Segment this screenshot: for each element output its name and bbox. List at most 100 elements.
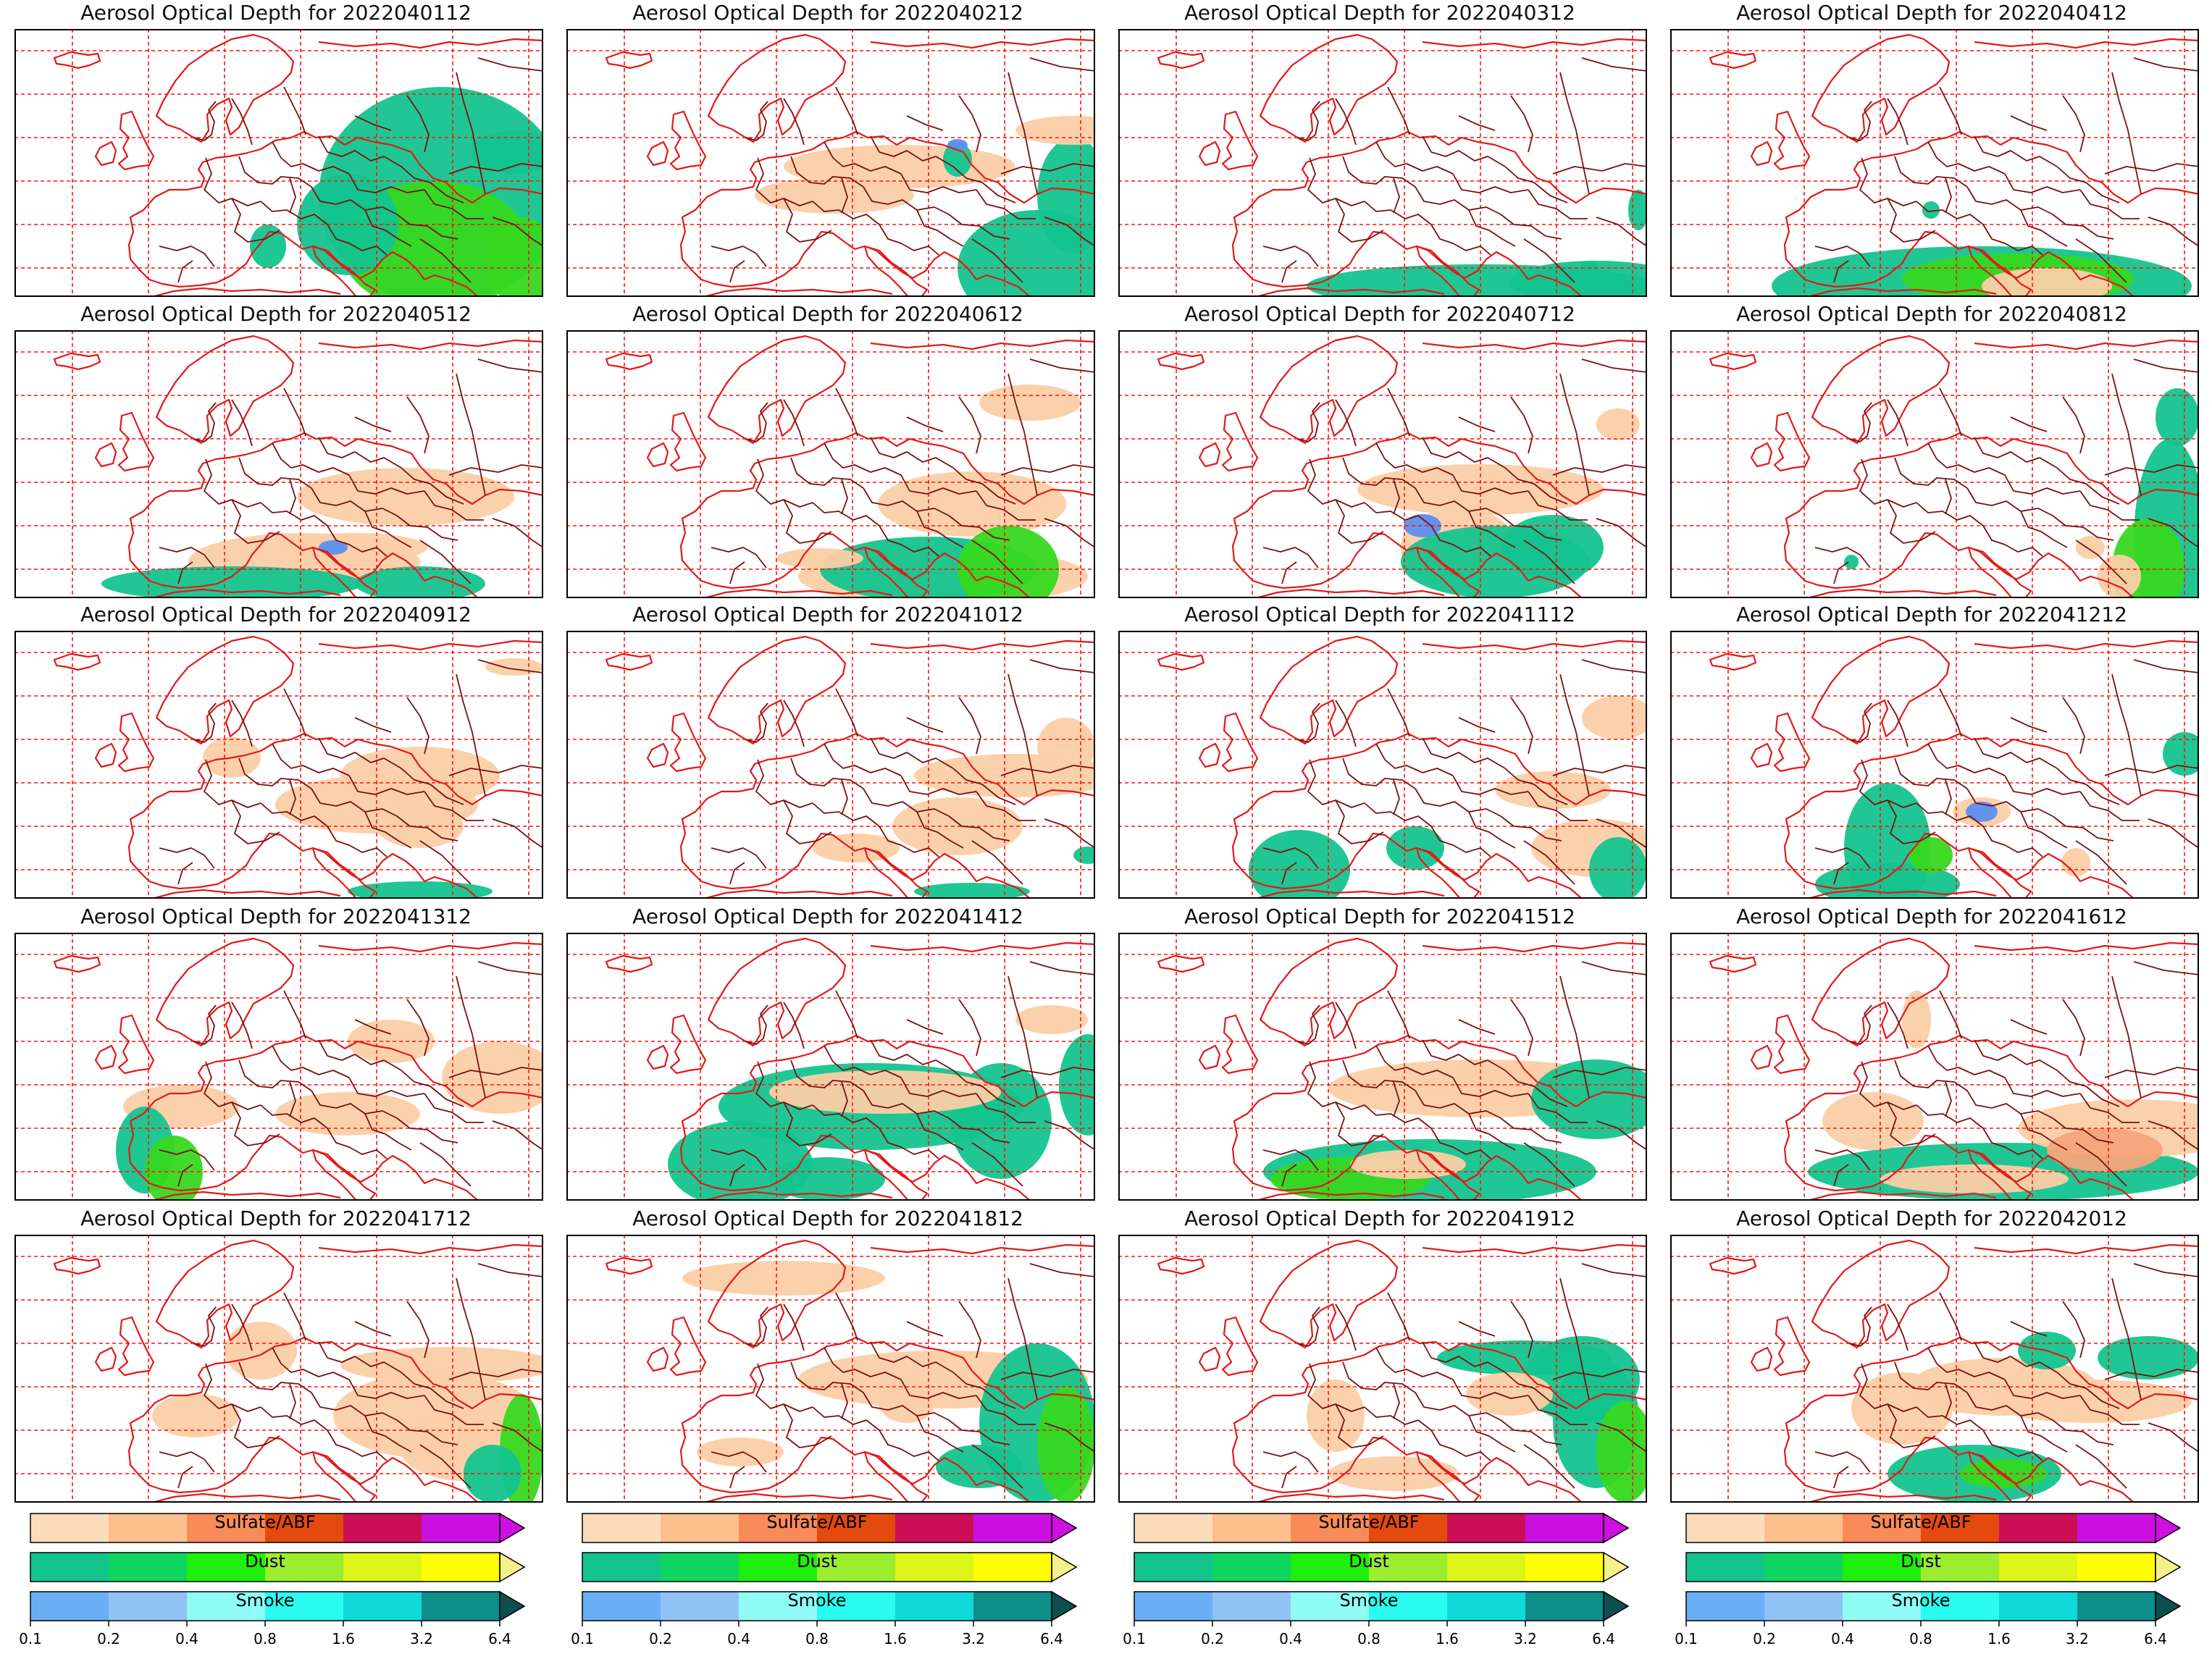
panel-title: Aerosol Optical Depth for 2022040312: [1184, 1, 1575, 25]
country-border: [1281, 862, 1297, 885]
coastline: [870, 639, 1095, 651]
country-border: [1966, 1090, 2053, 1119]
country-border: [1887, 198, 1936, 243]
country-border: [231, 700, 253, 747]
country-border: [364, 811, 412, 849]
country-border: [1939, 1292, 1962, 1341]
country-border: [976, 1395, 1036, 1425]
sulfate-swatch: [973, 1514, 1052, 1542]
country-border: [1000, 765, 1095, 776]
sulfate-label: Sulfate/ABF: [1870, 1512, 1971, 1532]
tick-label: 3.2: [2066, 1630, 2089, 1647]
country-border: [456, 72, 486, 195]
dust-swatch: [30, 1553, 109, 1582]
country-border: [311, 1392, 398, 1421]
coastline: [311, 546, 377, 598]
country-border: [1335, 1403, 1384, 1448]
country-border: [424, 490, 484, 521]
aod-panel: Aerosol Optical Depth for 2022040912: [0, 602, 552, 906]
country-border: [401, 166, 464, 203]
aerosol-plume: [813, 834, 900, 862]
smoke-swatch: [187, 1592, 266, 1621]
aod-panel: Aerosol Optical Depth for 2022041212: [1656, 602, 2208, 906]
sulfate-extend-arrow: [1603, 1512, 1630, 1544]
country-border: [456, 1277, 486, 1401]
country-border: [906, 115, 944, 131]
country-border: [1510, 1301, 1533, 1359]
country-border: [1029, 1263, 1095, 1277]
country-border: [1982, 224, 2043, 256]
coastline: [1709, 652, 1757, 671]
country-border: [231, 1101, 280, 1146]
coastline: [1422, 1243, 1647, 1255]
country-border: [1916, 1406, 1984, 1431]
country-border: [283, 387, 306, 437]
country-border: [401, 1070, 464, 1107]
country-border: [1945, 479, 1952, 515]
country-border: [1559, 673, 1590, 797]
country-border: [1523, 1142, 1575, 1187]
panel-title: Aerosol Optical Depth for 2022041912: [1184, 1206, 1575, 1230]
country-border: [863, 1090, 950, 1119]
country-border: [1528, 791, 1588, 821]
country-border: [1849, 1004, 1872, 1045]
country-border: [952, 768, 1016, 805]
country-border: [863, 1392, 950, 1421]
country-border: [260, 802, 328, 827]
coastline: [1974, 339, 2199, 350]
coastline: [151, 588, 341, 598]
country-border: [1364, 502, 1432, 526]
aerosol-plume: [1466, 1372, 1553, 1416]
country-border: [976, 490, 1036, 521]
dust-swatch: [739, 1553, 818, 1582]
smoke-swatch: [1212, 1592, 1291, 1621]
country-border: [1044, 518, 1095, 548]
country-border: [1833, 862, 1849, 885]
tick-label: 0.8: [1909, 1630, 1932, 1647]
coastline: [318, 639, 543, 651]
country-border: [406, 95, 430, 153]
country-border: [824, 1045, 902, 1078]
map-frame: [1118, 29, 1647, 297]
coastline: [318, 1243, 543, 1255]
country-border: [2104, 765, 2199, 776]
coastline: [1974, 38, 2199, 49]
sulfate-swatch: [265, 1514, 344, 1542]
country-border: [238, 156, 312, 188]
country-border: [456, 673, 486, 797]
smoke-swatch: [422, 1592, 500, 1621]
country-border: [204, 157, 261, 206]
map-frame: [1670, 933, 2199, 1201]
country-border: [976, 791, 1036, 821]
country-border: [396, 1419, 458, 1445]
country-border: [1894, 156, 1968, 188]
country-border: [841, 177, 848, 214]
aod-map: [566, 330, 1095, 598]
coastline: [605, 1256, 653, 1275]
coastline: [1198, 442, 1221, 468]
country-border: [2004, 474, 2081, 495]
country-border: [835, 387, 858, 437]
coastline: [117, 1014, 155, 1075]
country-border: [1364, 802, 1432, 827]
country-border: [952, 166, 1016, 203]
country-border: [1281, 1164, 1297, 1187]
aerosol-plume: [1989, 1380, 2192, 1423]
country-border: [790, 1059, 864, 1091]
country-border: [2062, 95, 2085, 153]
country-border: [2133, 1263, 2199, 1277]
country-border: [193, 702, 217, 743]
country-border: [1500, 815, 1562, 841]
country-border: [1029, 358, 1095, 373]
coastline: [1259, 635, 1399, 745]
country-border: [1342, 757, 1416, 789]
map-frame: [1670, 631, 2199, 899]
country-border: [783, 1403, 832, 1448]
country-border: [492, 1120, 543, 1151]
smoke-swatch: [1921, 1592, 2000, 1621]
country-border: [755, 1363, 813, 1412]
map-frame: [14, 330, 543, 598]
smoke-label: Smoke: [235, 1590, 294, 1611]
country-border: [318, 1341, 402, 1373]
coastline: [669, 110, 707, 171]
